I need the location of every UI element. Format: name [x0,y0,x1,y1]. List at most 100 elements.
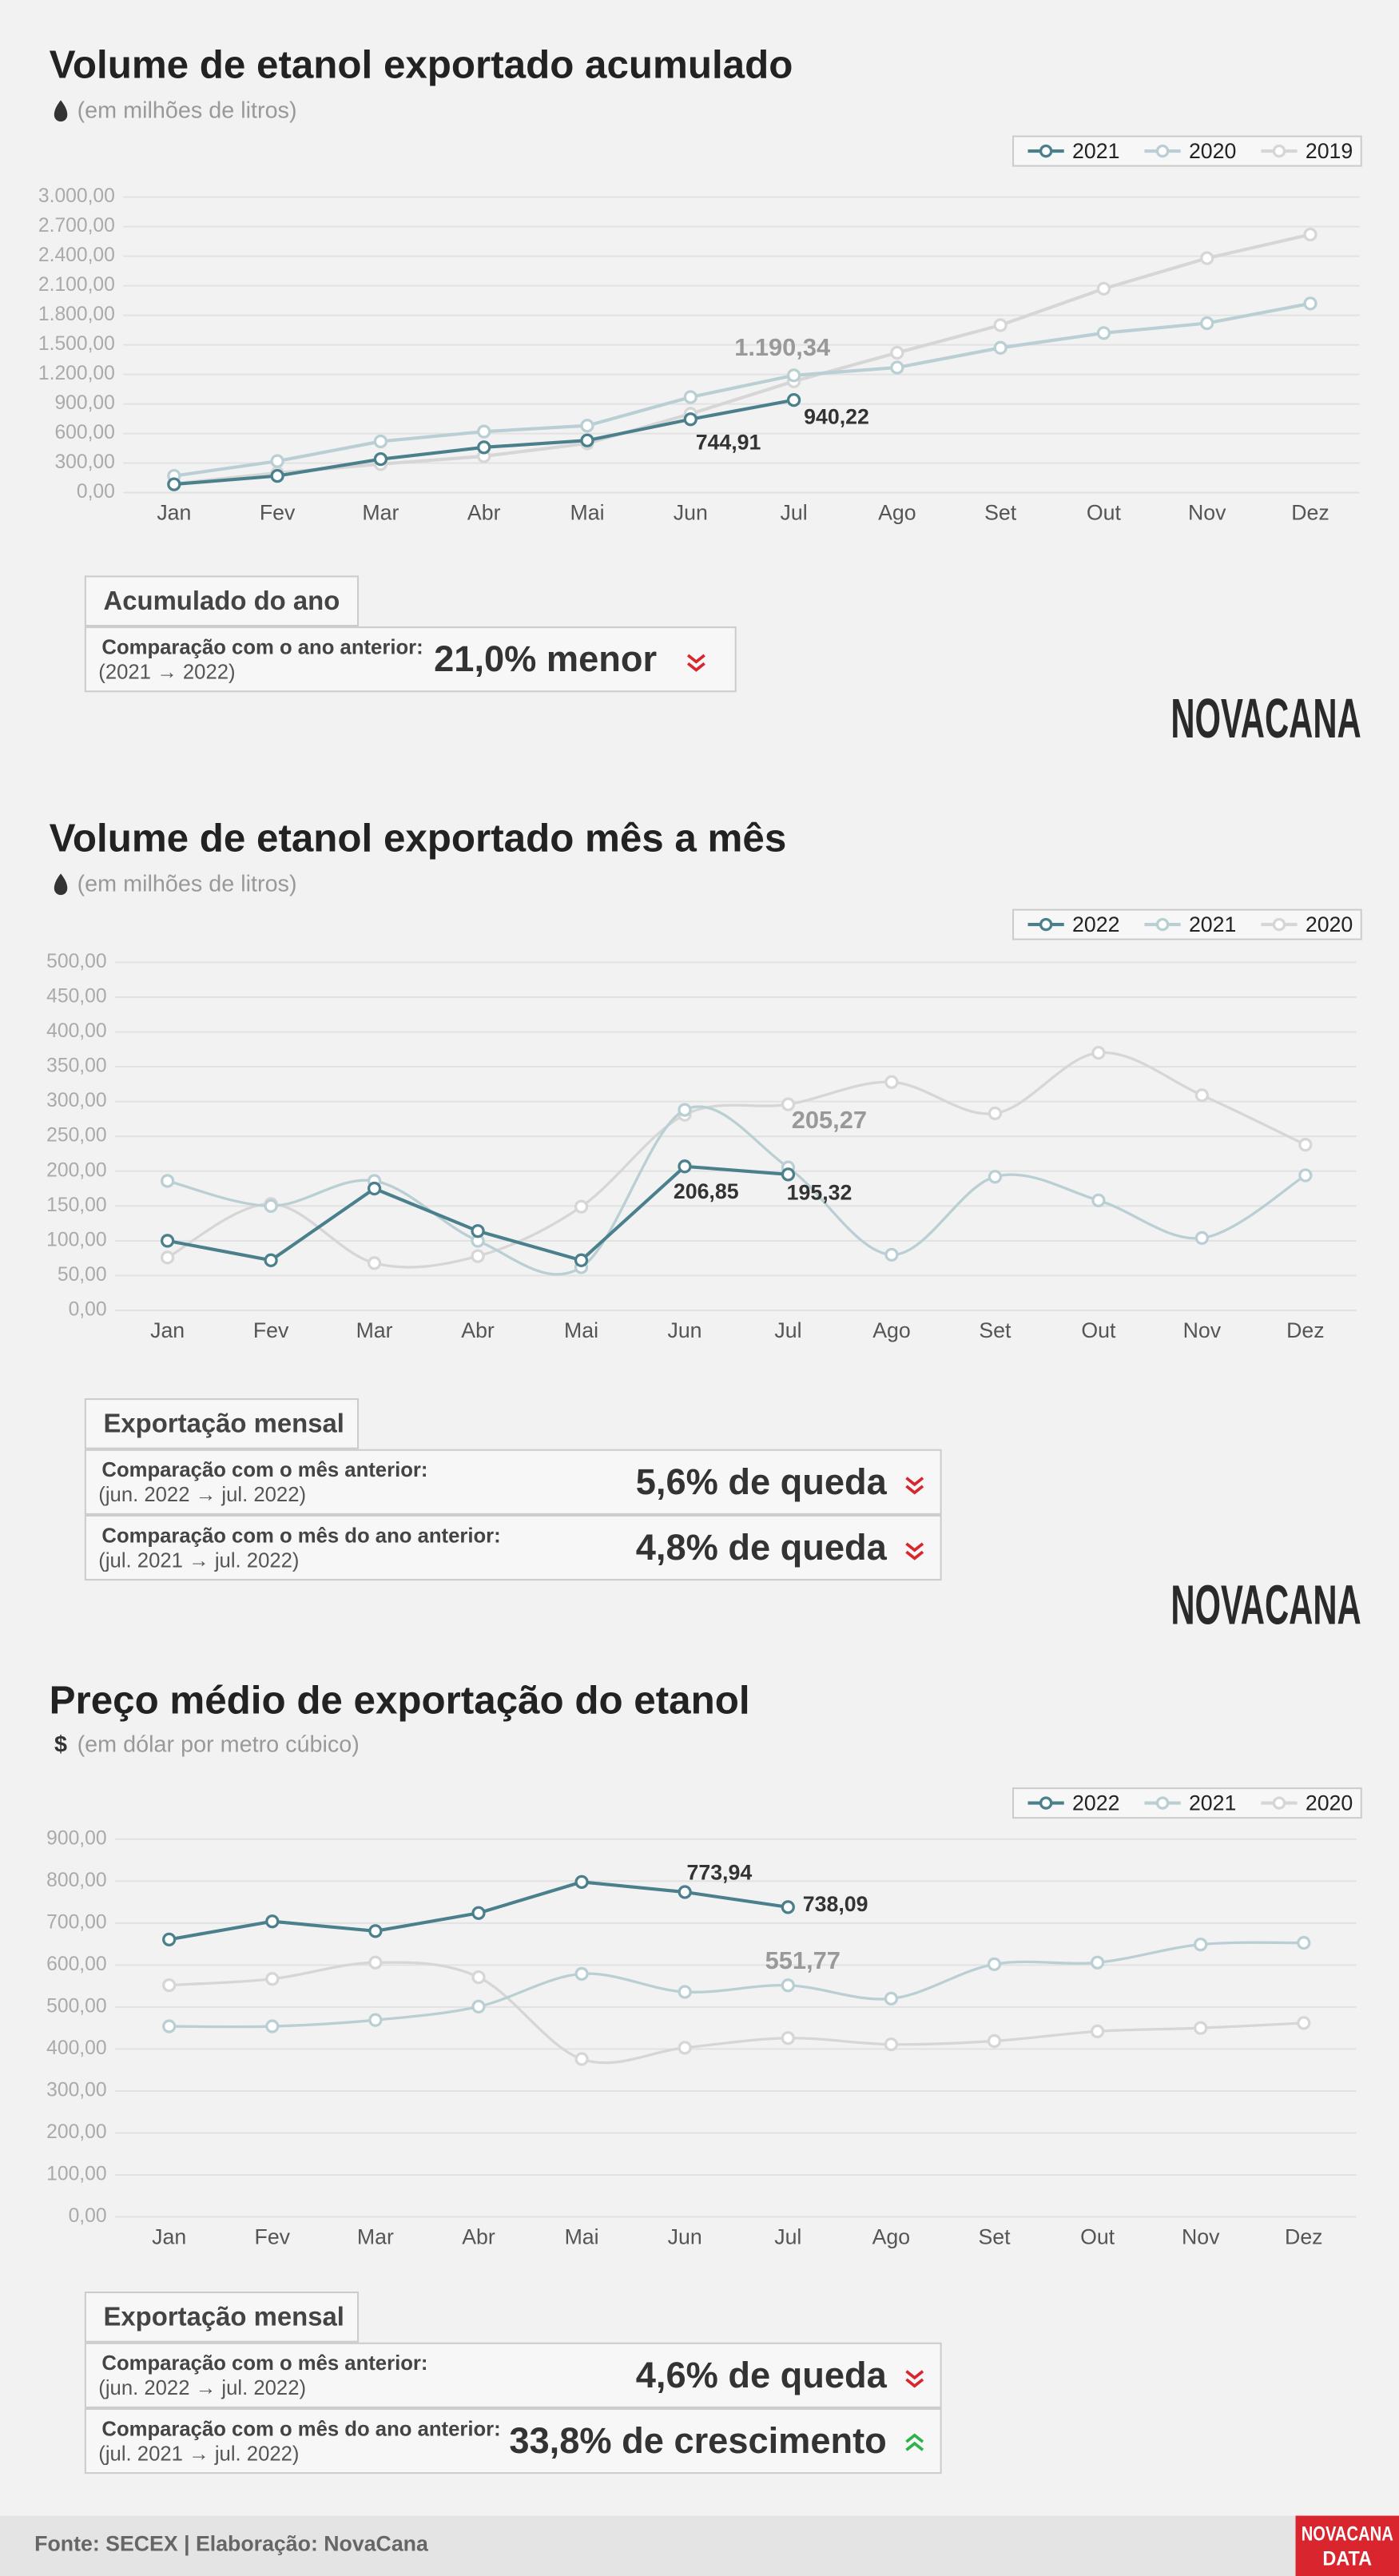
data-point [574,1253,589,1267]
x-tick-label: Fev [260,500,296,524]
legend-marker [1272,917,1286,932]
data-point [160,1234,175,1248]
data-point [471,1906,486,1920]
y-tick-label: 250,00 [46,1125,106,1147]
legend-marker [1039,144,1053,158]
logo: NOVACANA [1170,1574,1361,1636]
data-point [1297,2016,1311,2030]
y-tick-label: 400,00 [46,2037,106,2059]
series-line [169,1961,1304,2065]
data-point [471,1224,485,1238]
x-tick-label: Abr [462,2224,495,2248]
data-point [1194,2021,1208,2035]
data-point [373,452,388,467]
data-label: 551,77 [765,1946,841,1974]
y-tick-label: 2.700,00 [38,215,115,237]
x-tick-label: Jul [774,1318,801,1342]
x-tick-label: Mar [356,1318,393,1342]
y-tick-label: 900,00 [54,392,114,414]
series-line [166,1051,1306,1269]
data-point [781,1978,795,1993]
y-tick-label: 1.800,00 [38,304,115,325]
data-point [884,1075,899,1089]
y-tick-label: 0,00 [69,2205,107,2227]
summary-value: 4,8% de queda [636,1527,888,1568]
summary-value: 21,0% menor [434,638,657,679]
data-point [373,434,388,449]
legend-marker [1272,1796,1286,1810]
summary-value: 5,6% de queda [636,1461,888,1502]
chart-title: Volume de etanol exportado mês a mês [50,816,787,860]
data-point [160,1174,175,1188]
legend-label: 2020 [1306,912,1353,936]
y-tick-label: 100,00 [46,2163,106,2184]
x-tick-label: Ago [872,1318,911,1342]
x-tick-label: Set [984,500,1017,524]
x-tick-label: Jan [157,500,191,524]
badge-text: DATA [1322,2549,1372,2570]
y-tick-label: 350,00 [46,1055,106,1077]
x-tick-label: Set [979,1318,1011,1342]
y-tick-label: 400,00 [46,1020,106,1042]
data-point [1096,281,1111,296]
summary-period: (jun. 2022 → jul. 2022) [98,1484,306,1506]
summary-row [84,1449,942,1515]
data-point [1194,1088,1210,1103]
data-point [574,1199,589,1214]
data-point [1298,1138,1313,1152]
summary-label: Comparação com o mês do ano anterior: [101,2418,500,2440]
data-label: 1.190,34 [734,333,830,361]
data-point [1200,316,1214,331]
data-point [574,2052,589,2066]
x-tick-label: Jul [781,500,808,524]
x-tick-label: Jun [674,500,708,524]
data-point [264,1253,278,1267]
data-point [988,1170,1003,1184]
x-tick-label: Fev [253,1318,289,1342]
summary-period: (jul. 2021 → jul. 2022) [98,1549,299,1572]
data-point [167,477,181,491]
x-tick-label: Out [1080,2224,1115,2248]
data-point [471,1999,486,2014]
x-tick-label: Abr [461,1318,495,1342]
x-tick-label: Jan [150,1318,185,1342]
summary-period: (2021 → 2022) [98,661,235,683]
data-point [162,1932,177,1946]
chart-subtitle: (em milhões de litros) [78,871,297,896]
x-tick-label: Jun [667,1318,701,1342]
data-point [477,440,491,455]
data-point [367,1256,382,1270]
summary-period: (jul. 2021 → jul. 2022) [98,2443,299,2465]
y-tick-label: 800,00 [46,1870,106,1891]
y-tick-label: 300,00 [46,2079,106,2101]
summary-row [84,2342,942,2408]
x-tick-label: Mar [362,500,399,524]
y-tick-label: 300,00 [46,1090,106,1111]
summary-value: 4,6% de queda [636,2355,888,2395]
summary-row [84,626,737,693]
y-tick-label: 700,00 [46,1911,106,1933]
data-point [988,1106,1003,1121]
legend-box [1012,135,1362,167]
legend-label: 2022 [1072,1791,1119,1815]
data-point [884,2037,899,2052]
summary-label: Comparação com o ano anterior: [101,637,423,659]
data-point [265,1972,280,1986]
legend-label: 2020 [1189,139,1236,163]
data-point [1200,251,1214,265]
summary-row [84,2407,942,2475]
y-tick-label: 150,00 [46,1195,106,1216]
y-tick-label: 100,00 [46,1229,106,1250]
data-point [1298,1168,1313,1183]
y-tick-label: 3.000,00 [38,185,115,207]
summary-value: 33,8% de crescimento [509,2420,886,2461]
y-tick-label: 600,00 [54,422,114,443]
data-point [574,1874,589,1890]
y-tick-label: 300,00 [54,451,114,473]
unit-symbol: $ [54,1731,67,1757]
data-point [477,424,491,439]
data-point [1194,1938,1208,1952]
